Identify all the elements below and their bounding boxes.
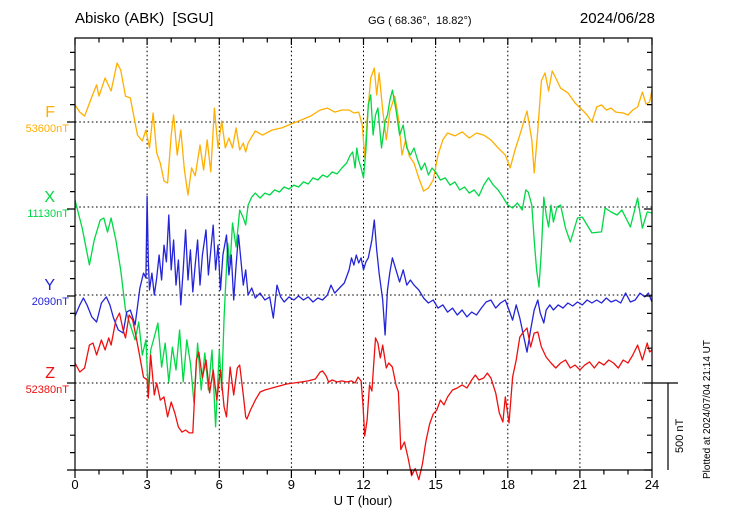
x-tick-label-0: 0 xyxy=(71,477,79,492)
x-tick-label-6: 6 xyxy=(215,477,223,492)
x-tick-label-12: 12 xyxy=(356,477,371,492)
channel-label-F: F 53600nT xyxy=(0,105,69,136)
x-tick-label-15: 15 xyxy=(428,477,443,492)
channel-Z-letter: Z xyxy=(45,365,55,382)
channel-label-X: X 11130nT xyxy=(0,190,69,221)
channel-Y-letter: Y xyxy=(44,277,55,294)
scale-bar xyxy=(652,382,678,470)
x-tick-label-21: 21 xyxy=(572,477,588,492)
x-tick-label-18: 18 xyxy=(500,477,515,492)
channel-Z-baseline-value: 52380nT xyxy=(25,384,69,396)
channel-F-letter: F xyxy=(45,104,55,121)
trace-Z xyxy=(74,312,653,481)
scale-bar-label: 500 nT xyxy=(674,418,686,453)
observatory-coordinates: GG ( 68.36°, 18.82°) xyxy=(368,15,472,27)
channel-label-Y: Y 2090nT xyxy=(0,278,69,309)
axes-and-ticks xyxy=(67,37,653,478)
channel-X-baseline-value: 11130nT xyxy=(27,208,69,220)
trace-Y xyxy=(74,195,653,353)
x-tick-label-9: 9 xyxy=(287,477,295,492)
channel-X-letter: X xyxy=(44,189,55,206)
plotted-timestamp-note: Plotted at 2024/07/04 21:14 UT xyxy=(702,340,713,479)
trace-X xyxy=(74,89,653,428)
x-tick-label-24: 24 xyxy=(644,477,660,492)
channel-F-baseline-value: 53600nT xyxy=(25,123,69,135)
channel-label-Z: Z 52380nT xyxy=(0,366,69,397)
channel-Y-baseline-value: 2090nT xyxy=(31,296,69,308)
x-axis-title: U T (hour) xyxy=(333,493,393,508)
plot-date: 2024/06/28 xyxy=(579,10,655,27)
data-traces xyxy=(74,62,653,481)
x-tick-label-3: 3 xyxy=(143,477,151,492)
station-title: Abisko (ABK) [SGU] xyxy=(75,10,214,27)
